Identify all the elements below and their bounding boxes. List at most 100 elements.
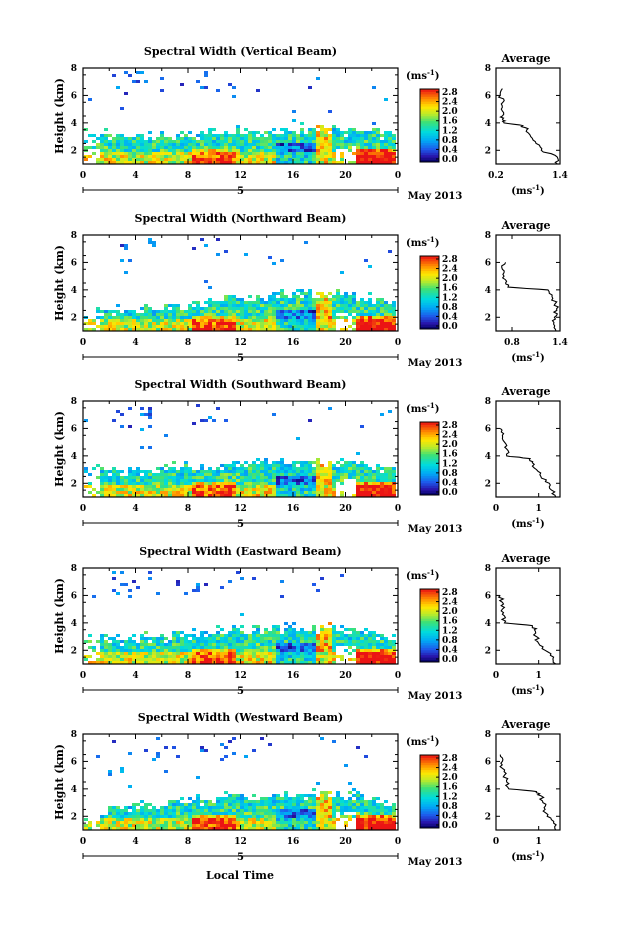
heatmap-cell [288, 467, 292, 470]
heatmap-cell [312, 476, 316, 479]
heatmap-cell [200, 655, 204, 658]
heatmap-cell [108, 310, 112, 313]
heatmap-cell [164, 494, 168, 497]
heatmap-cell [112, 328, 116, 331]
colorbar-swatch [420, 147, 439, 151]
heatmap-cell [124, 319, 128, 322]
heatmap-cell [276, 661, 280, 664]
heatmap-cell [172, 476, 176, 479]
heatmap-cell [324, 658, 328, 661]
heatmap-cell [152, 146, 156, 149]
heatmap-cell [208, 809, 212, 812]
heatmap-cell [360, 470, 364, 473]
heatmap-cell [212, 658, 216, 661]
heatmap-cell [104, 134, 108, 137]
heatmap-cell [248, 301, 252, 304]
heatmap-cell [220, 797, 224, 800]
colorbar-swatch [420, 776, 439, 780]
heatmap-cell [236, 803, 240, 806]
heatmap-cell [176, 580, 180, 583]
colorbar-swatch [420, 265, 439, 269]
heatmap-cell [280, 307, 284, 310]
heatmap-cell [156, 485, 160, 488]
colorbar-tick-label: 1.6 [442, 284, 458, 294]
heatmap-cell [96, 158, 100, 161]
heatmap-cell [240, 479, 244, 482]
heatmap-cell [260, 137, 264, 140]
heatmap-cell [200, 319, 204, 322]
heatmap-cell [284, 325, 288, 328]
heatmap-cell [216, 328, 220, 331]
heatmap-cell [268, 304, 272, 307]
heatmap-cell [320, 815, 324, 818]
heatmap-cell [108, 140, 112, 143]
heatmap-cell [388, 488, 392, 491]
colorbar-swatch [420, 89, 439, 92]
heatmap-cell [108, 643, 112, 646]
heatmap-cell [220, 821, 224, 824]
heatmap-cell [96, 464, 100, 467]
heatmap-cell [124, 821, 128, 824]
heatmap-cell [228, 658, 232, 661]
heatmap-cell [120, 413, 124, 416]
heatmap-cell [280, 140, 284, 143]
heatmap-cell [196, 476, 200, 479]
colorbar-swatch [420, 132, 439, 136]
heatmap-cell [176, 479, 180, 482]
heatmap-cell [264, 473, 268, 476]
heatmap-cell [384, 649, 388, 652]
heatmap-cell [112, 158, 116, 161]
heatmap-cell [304, 295, 308, 298]
heatmap-cell [252, 161, 256, 164]
heatmap-cell [244, 143, 248, 146]
heatmap-cell [244, 155, 248, 158]
heatmap-cell [260, 812, 264, 815]
heatmap-cell [132, 322, 136, 325]
heatmap-cell [360, 485, 364, 488]
heatmap-cell [144, 80, 148, 83]
heatmap-cell [308, 322, 312, 325]
heatmap-cell [124, 649, 128, 652]
heatmap-cell [136, 146, 140, 149]
heatmap-cell [120, 319, 124, 322]
heatmap-cell [184, 328, 188, 331]
heatmap-cell [176, 800, 180, 803]
heatmap-cell [132, 161, 136, 164]
heatmap-cell [364, 812, 368, 815]
heatmap-cell [288, 322, 292, 325]
heatmap-cell [128, 425, 132, 428]
heatmap-cell [260, 494, 264, 497]
colorbar-tick-label: 1.6 [442, 783, 458, 793]
heatmap-cell [240, 134, 244, 137]
heatmap-cell [88, 328, 92, 331]
heatmap-cell [236, 812, 240, 815]
heatmap-cell [144, 803, 148, 806]
heatmap-cell [168, 304, 172, 307]
heatmap-cell [120, 809, 124, 812]
heatmap-cell [228, 634, 232, 637]
heatmap-cell [392, 155, 396, 158]
heatmap-cell [196, 404, 200, 407]
heatmap-cell [212, 419, 216, 422]
heatmap-cell [388, 143, 392, 146]
heatmap-cell [224, 319, 228, 322]
heatmap-cell [268, 325, 272, 328]
heatmap-cell [324, 155, 328, 158]
heatmap-cell [328, 824, 332, 827]
heatmap-cell [264, 458, 268, 461]
heatmap-cell [332, 800, 336, 803]
heatmap-cell [280, 649, 284, 652]
heatmap-cell [180, 494, 184, 497]
heatmap-cell [172, 461, 176, 464]
heatmap-cell [360, 322, 364, 325]
colorbar-tick-label: 2.0 [442, 440, 458, 450]
heatmap-cell [336, 467, 340, 470]
heatmap-cell [92, 646, 96, 649]
heatmap-cell [340, 815, 344, 818]
heatmap-cell [136, 494, 140, 497]
colorbar-tick-label: 0.8 [442, 136, 458, 146]
heatmap-cell [260, 482, 264, 485]
heatmap-cell [164, 661, 168, 664]
heatmap-cell [200, 649, 204, 652]
